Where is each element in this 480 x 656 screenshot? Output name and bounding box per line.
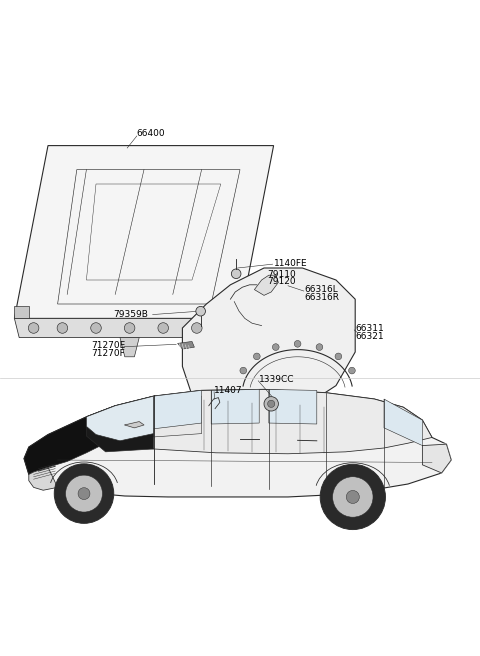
Circle shape <box>28 323 39 333</box>
Polygon shape <box>120 338 139 357</box>
Text: 66311: 66311 <box>355 325 384 333</box>
Polygon shape <box>14 146 274 318</box>
Text: 66400: 66400 <box>137 129 166 138</box>
Circle shape <box>78 487 90 500</box>
Polygon shape <box>29 467 58 490</box>
Polygon shape <box>154 396 202 437</box>
Text: 71270F: 71270F <box>91 349 125 358</box>
Polygon shape <box>24 390 451 497</box>
Polygon shape <box>182 268 355 419</box>
Circle shape <box>294 340 301 347</box>
Circle shape <box>253 353 260 359</box>
Polygon shape <box>125 422 144 428</box>
Polygon shape <box>384 399 422 445</box>
Polygon shape <box>86 396 154 452</box>
Polygon shape <box>178 341 194 349</box>
Text: 79110: 79110 <box>267 270 296 279</box>
Circle shape <box>333 477 373 517</box>
Polygon shape <box>14 318 240 338</box>
Polygon shape <box>24 406 115 474</box>
Circle shape <box>320 464 385 529</box>
Circle shape <box>267 400 275 407</box>
Circle shape <box>66 475 102 512</box>
Text: 1339CC: 1339CC <box>259 375 295 384</box>
Circle shape <box>335 353 342 359</box>
Polygon shape <box>211 390 259 424</box>
Circle shape <box>240 367 247 374</box>
Circle shape <box>192 323 202 333</box>
Circle shape <box>348 367 355 374</box>
Polygon shape <box>254 276 278 295</box>
Circle shape <box>346 491 360 504</box>
Text: 66316L: 66316L <box>305 285 338 294</box>
Polygon shape <box>86 390 432 454</box>
Circle shape <box>231 269 241 279</box>
Polygon shape <box>86 396 154 441</box>
Polygon shape <box>14 306 29 318</box>
Circle shape <box>158 323 168 333</box>
Text: 11407: 11407 <box>214 386 242 395</box>
Circle shape <box>264 397 278 411</box>
Text: 79359B: 79359B <box>113 310 148 319</box>
Text: 71270E: 71270E <box>91 341 125 350</box>
Polygon shape <box>154 390 202 429</box>
Text: 66316R: 66316R <box>305 293 340 302</box>
Circle shape <box>124 323 135 333</box>
Circle shape <box>54 464 114 523</box>
Polygon shape <box>269 390 317 424</box>
Text: 1140FE: 1140FE <box>274 258 307 268</box>
Circle shape <box>316 344 323 350</box>
Circle shape <box>57 323 68 333</box>
Circle shape <box>272 344 279 350</box>
Text: 79120: 79120 <box>267 277 296 287</box>
Circle shape <box>91 323 101 333</box>
Polygon shape <box>422 444 451 473</box>
Text: 66321: 66321 <box>355 332 384 341</box>
Circle shape <box>196 306 205 316</box>
